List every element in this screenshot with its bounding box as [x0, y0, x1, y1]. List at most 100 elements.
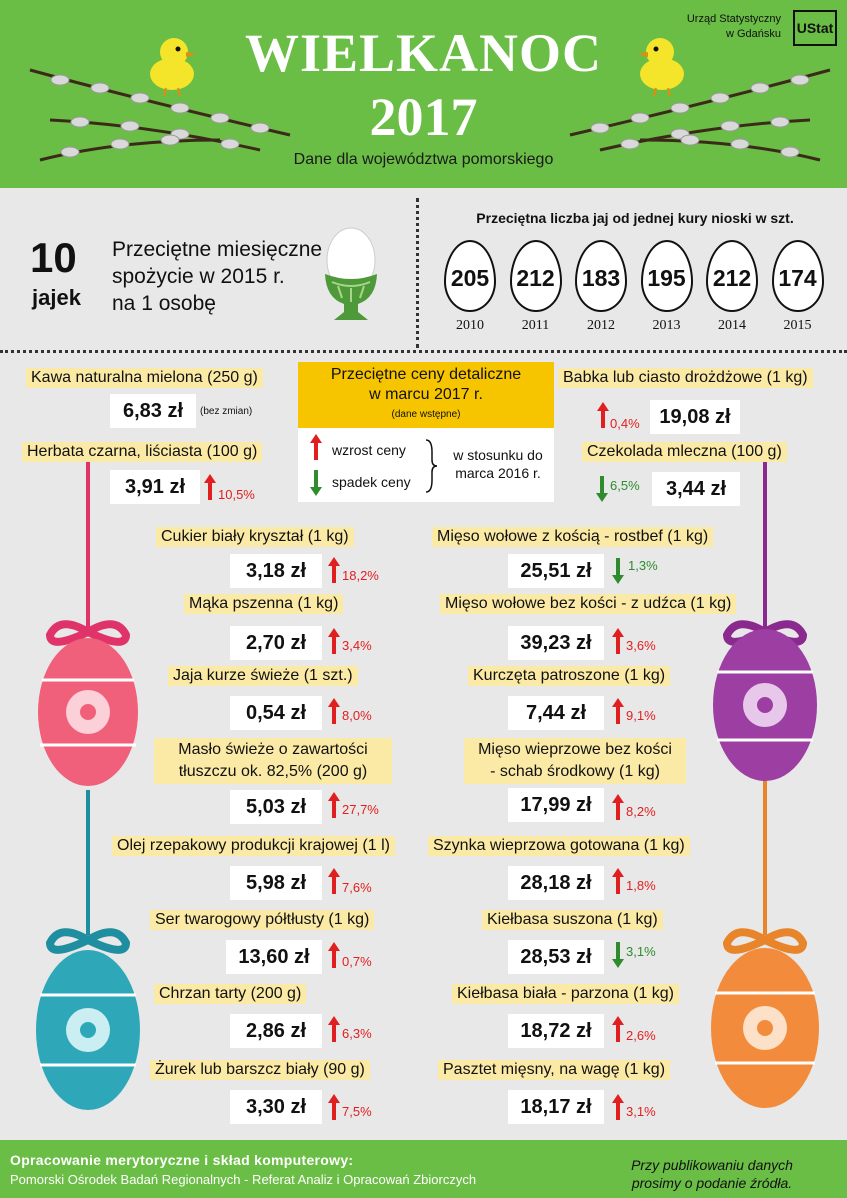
- change-rostbef: 1,3%: [628, 558, 658, 573]
- change-udziec: 3,6%: [626, 638, 656, 653]
- laying-year-2014: 2014: [718, 318, 746, 333]
- label-kielbasa-suszona: Kiełbasa suszona (1 kg): [482, 910, 663, 930]
- page-title: WIELKANOC: [244, 23, 603, 83]
- pink-egg-icon: [38, 620, 138, 786]
- laying-year-2012: 2012: [587, 318, 615, 333]
- arrow-up-icon: [310, 434, 322, 460]
- laying-year-2015: 2015: [783, 318, 812, 333]
- arrow-down-icon: [612, 942, 624, 968]
- arrow-up-icon: [328, 628, 340, 654]
- change-chrzan: 6,3%: [342, 1026, 372, 1041]
- arrow-up-icon: [328, 557, 340, 583]
- price-jaja: 0,54 zł: [230, 696, 322, 730]
- willow-branch-right: [569, 68, 831, 162]
- price-cukier: 3,18 zł: [230, 554, 322, 588]
- consumption-line-3: na 1 osobę: [112, 292, 216, 315]
- arrow-up-icon: [612, 698, 624, 724]
- price-zurek: 3,30 zł: [230, 1090, 322, 1124]
- price-kielbasa-biala: 18,72 zł: [508, 1014, 604, 1048]
- legend-title-box: Przeciętne ceny detaliczne w marcu 2017 …: [298, 362, 554, 428]
- price-maslo: 5,03 zł: [230, 790, 322, 824]
- label-herbata: Herbata czarna, liściasta (100 g): [22, 442, 263, 462]
- price-kurczeta: 7,44 zł: [508, 696, 604, 730]
- label-babka: Babka lub ciasto drożdżowe (1 kg): [558, 368, 813, 388]
- laying-egg-2010: 205: [444, 240, 496, 312]
- arrow-up-icon: [597, 402, 609, 428]
- legend-key: wzrost ceny spadek ceny w stosunku do ma…: [298, 428, 554, 502]
- label-schab-line-1: Mięso wieprzowe bez kości: [478, 741, 672, 758]
- label-zurek: Żurek lub barszcz biały (90 g): [150, 1060, 370, 1080]
- laying-egg-2015: 174: [771, 240, 824, 312]
- change-olej: 7,6%: [342, 880, 372, 895]
- label-chrzan: Chrzan tarty (200 g): [154, 984, 307, 1004]
- chick-right-icon: [638, 38, 684, 96]
- legend-compare: w stosunku do marca 2016 r.: [446, 446, 550, 482]
- price-kielbasa-suszona: 28,53 zł: [508, 940, 604, 974]
- teal-egg-icon: [36, 928, 140, 1110]
- egg-cup-icon: [325, 227, 377, 320]
- change-schab: 8,2%: [626, 804, 656, 819]
- legend-up-label: wzrost ceny: [332, 442, 406, 458]
- legend-compare-line-1: w stosunku do: [453, 447, 543, 463]
- change-kurczeta: 9,1%: [626, 708, 656, 723]
- legend-note: (dane wstępne): [391, 409, 461, 420]
- arrow-up-icon: [328, 1094, 340, 1120]
- arrow-up-icon: [612, 1094, 624, 1120]
- legend-brace-icon: [425, 439, 438, 493]
- price-szynka: 28,18 zł: [508, 866, 604, 900]
- arrow-up-icon: [328, 792, 340, 818]
- orange-egg-icon: [711, 928, 819, 1108]
- laying-heading: Przeciętna liczba jaj od jednej kury nio…: [476, 210, 794, 226]
- price-herbata: 3,91 zł: [110, 470, 200, 504]
- easter-eggs-decoration: [36, 460, 819, 1110]
- office-line-2: w Gdańsku: [725, 28, 781, 40]
- footer-note-line-2: prosimy o podanie źródła.: [631, 1175, 793, 1191]
- arrow-up-icon: [612, 1016, 624, 1042]
- label-maslo-line-2: tłuszczu ok. 82,5% (200 g): [178, 763, 368, 780]
- laying-year-2013: 2013: [652, 318, 681, 333]
- label-olej: Olej rzepakowy produkcji krajowej (1 l): [112, 836, 395, 856]
- price-babka: 19,08 zł: [650, 400, 740, 434]
- arrow-down-icon: [596, 476, 608, 502]
- price-udziec: 39,23 zł: [508, 626, 604, 660]
- change-czekolada: 6,5%: [610, 478, 640, 493]
- price-schab: 17,99 zł: [508, 788, 604, 822]
- arrow-down-icon: [310, 470, 322, 496]
- change-jaja: 8,0%: [342, 708, 372, 723]
- arrow-up-icon: [612, 794, 624, 820]
- change-kielbasa-biala: 2,6%: [626, 1028, 656, 1043]
- label-udziec: Mięso wołowe bez kości - z udźca (1 kg): [440, 594, 737, 614]
- price-rostbef: 25,51 zł: [508, 554, 604, 588]
- label-maka: Mąka pszenna (1 kg): [184, 594, 344, 614]
- footer-banner: [0, 1140, 847, 1198]
- chick-left-icon: [150, 38, 196, 96]
- arrow-up-icon: [204, 474, 216, 500]
- legend-compare-line-2: marca 2016 r.: [455, 465, 541, 481]
- label-kielbasa-biala: Kiełbasa biała - parzona (1 kg): [452, 984, 680, 1004]
- consumption-line-1: Przeciętne miesięczne: [112, 238, 323, 261]
- consumption-unit: jajek: [32, 285, 81, 310]
- arrow-up-icon: [328, 868, 340, 894]
- change-cukier: 18,2%: [342, 568, 379, 583]
- consumption-text: Przeciętne miesięczne spożycie w 2015 r.…: [112, 236, 322, 317]
- office-logo: UStat: [793, 10, 837, 46]
- change-babka: 0,4%: [610, 416, 640, 431]
- label-pasztet: Pasztet mięsny, na wagę (1 kg): [438, 1060, 671, 1080]
- price-maka: 2,70 zł: [230, 626, 322, 660]
- legend-title-line-1: Przeciętne ceny detaliczne: [330, 366, 522, 383]
- purple-egg-icon: [713, 620, 817, 781]
- consumption-number: 10: [30, 234, 77, 281]
- page-subtitle: Dane dla województwa pomorskiego: [293, 151, 554, 168]
- arrow-up-icon: [328, 1016, 340, 1042]
- office-name: Urząd Statystyczny w Gdańsku: [687, 12, 781, 42]
- arrow-up-icon: [612, 868, 624, 894]
- price-pasztet: 18,17 zł: [508, 1090, 604, 1124]
- label-ser: Ser twarogowy półtłusty (1 kg): [150, 910, 375, 930]
- change-ser: 0,7%: [342, 954, 372, 969]
- arrow-up-icon: [328, 942, 340, 968]
- label-jaja: Jaja kurze świeże (1 szt.): [168, 666, 358, 686]
- label-kawa: Kawa naturalna mielona (250 g): [26, 368, 263, 388]
- footer-note-line-1: Przy publikowaniu danych: [631, 1157, 793, 1173]
- label-rostbef: Mięso wołowe z kością - rostbef (1 kg): [432, 527, 714, 547]
- price-ser: 13,60 zł: [226, 940, 322, 974]
